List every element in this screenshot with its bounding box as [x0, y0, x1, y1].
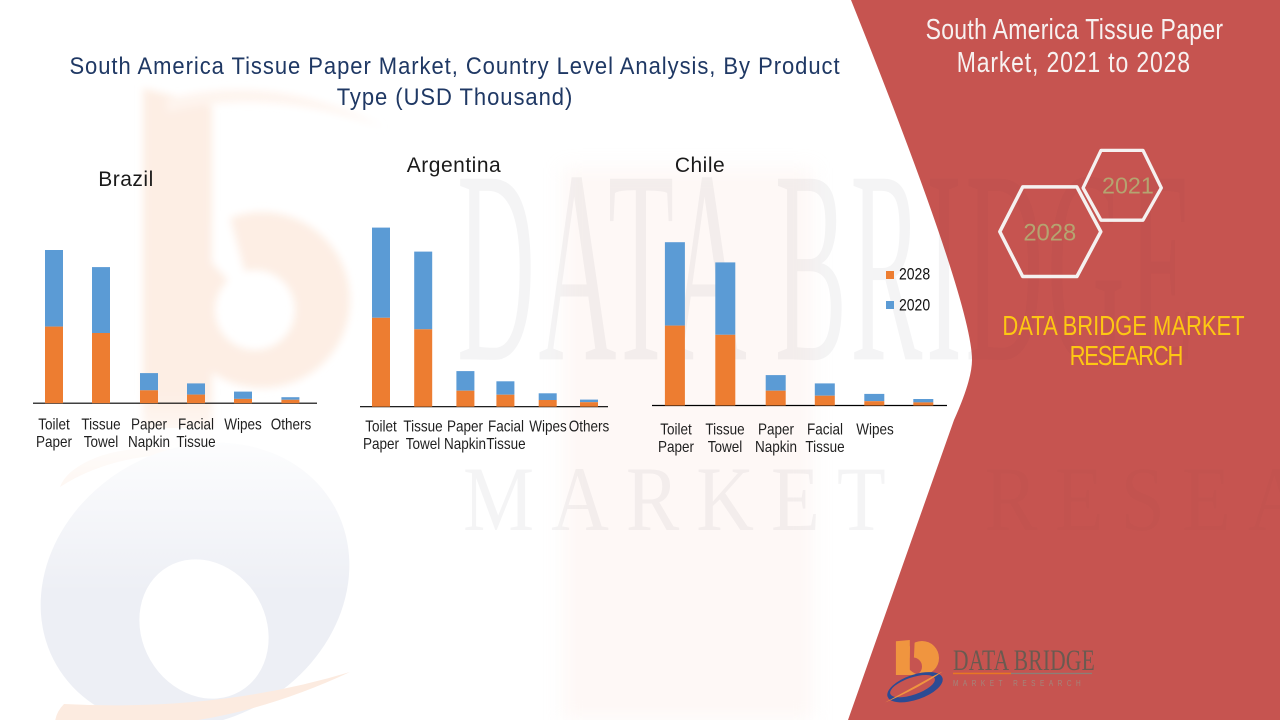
svg-text:2021: 2021	[1102, 172, 1154, 198]
svg-text:2028: 2028	[899, 266, 930, 284]
svg-text:DATA BRIDGE: DATA BRIDGE	[953, 644, 1095, 677]
svg-text:2028: 2028	[1023, 220, 1076, 247]
svg-text:DATA BRIDGE MARKET: DATA BRIDGE MARKET	[1002, 310, 1244, 341]
svg-text:RESEARCH: RESEARCH	[1070, 341, 1183, 372]
svg-text:South America Tissue Paper: South America Tissue Paper	[926, 13, 1224, 46]
svg-text:2020: 2020	[899, 296, 930, 314]
svg-text:MARKET RESEARCH: MARKET RESEARCH	[953, 679, 1085, 688]
svg-text:Market, 2021 to 2028: Market, 2021 to 2028	[957, 45, 1191, 78]
